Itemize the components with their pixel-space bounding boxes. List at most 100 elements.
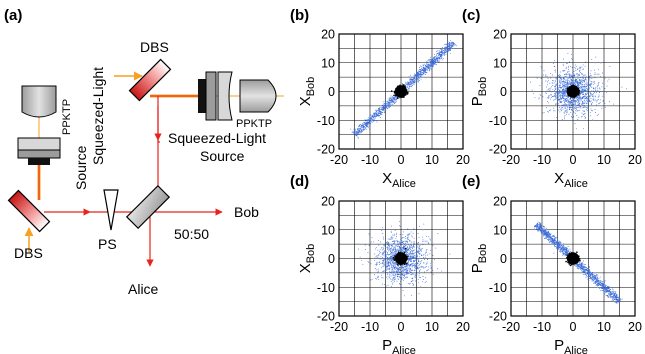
scatter-point <box>562 88 564 90</box>
scatter-point <box>564 92 566 94</box>
scatter-point <box>394 274 396 276</box>
scatter-point <box>374 253 376 255</box>
scatter-point <box>567 97 569 99</box>
scatter-point <box>404 247 405 249</box>
scatter-point <box>387 240 389 242</box>
y-tick-label: -10 <box>317 114 335 128</box>
scatter-point <box>530 81 532 83</box>
scatter-point <box>411 85 412 87</box>
scatter-point <box>569 82 571 84</box>
scatter-point <box>391 269 393 271</box>
source-left-curved-mirror <box>17 137 61 151</box>
scatter-point <box>397 244 399 246</box>
scatter-point <box>415 80 417 82</box>
scatter-point <box>353 132 355 134</box>
scatter-point <box>432 64 434 66</box>
scatter-point <box>410 268 412 270</box>
scatter-point <box>360 132 362 134</box>
scatter-point <box>394 230 396 232</box>
scatter-point <box>562 80 563 82</box>
scatter-point <box>555 84 557 86</box>
scatter-point <box>578 84 580 86</box>
scatter-point <box>369 122 371 123</box>
scatter-point <box>582 89 584 91</box>
scatter-point <box>375 109 377 111</box>
scatter-point <box>378 108 380 110</box>
scatter-point <box>595 73 597 75</box>
scatter-point <box>399 246 400 247</box>
scatter-point <box>563 100 565 102</box>
scatter-point <box>424 266 426 268</box>
scatter-point <box>398 240 400 242</box>
scatter-point <box>367 252 369 254</box>
scatter-point <box>435 58 437 60</box>
scatter-point <box>386 242 388 243</box>
core-point <box>394 85 408 98</box>
scatter-point <box>425 255 427 257</box>
scatter-point <box>356 132 358 134</box>
scatter-point <box>386 105 388 107</box>
scatter-point <box>408 84 410 86</box>
scatter-point <box>587 88 589 90</box>
scatter-point <box>554 87 556 89</box>
scatter-point <box>387 272 388 274</box>
scatter-point <box>418 293 420 295</box>
scatter-point <box>357 137 359 139</box>
core-point <box>566 85 580 98</box>
scatter-point <box>428 242 430 244</box>
scatter-point <box>358 132 360 134</box>
scatter-point <box>581 79 583 81</box>
scatter-point <box>583 91 585 93</box>
scatter-point <box>425 253 426 255</box>
scatter-point <box>419 270 420 272</box>
scatter-point <box>435 57 437 59</box>
source-right-label-1: Squeezed-Light <box>168 130 266 146</box>
scatter-point <box>373 114 375 116</box>
scatter-point <box>565 98 567 100</box>
scatter-point <box>370 118 372 120</box>
scatter-point <box>561 102 562 104</box>
scatter-point <box>433 56 435 58</box>
scatter-point <box>441 50 443 52</box>
scatter-point <box>430 266 432 268</box>
scatter-point <box>390 97 392 99</box>
scatter-point <box>385 266 387 268</box>
scatter-point <box>399 225 400 227</box>
scatter-point <box>395 239 397 241</box>
scatter-point <box>432 61 434 63</box>
scatter-point <box>565 90 567 92</box>
scatter-point <box>371 117 373 119</box>
scatter-point <box>394 271 396 273</box>
scatter-point <box>561 95 563 97</box>
scatter-point <box>412 280 414 282</box>
scatter-point <box>387 238 389 240</box>
scatter-point <box>420 66 422 68</box>
x-tick-label: 0 <box>570 153 577 167</box>
scatter-point <box>396 98 397 100</box>
scatter-point <box>584 87 586 89</box>
scatter-point <box>563 96 565 98</box>
scatter-point <box>565 87 567 89</box>
scatter-point <box>557 88 559 90</box>
scatter-point <box>571 76 573 78</box>
scatter-point <box>567 70 569 72</box>
scatter-point <box>436 64 438 66</box>
scatter-point <box>361 259 363 261</box>
scatter-point <box>563 78 565 80</box>
scatter-point <box>574 110 576 112</box>
scatter-point <box>404 245 405 247</box>
scatter-point <box>596 115 598 117</box>
scatter-point <box>395 264 397 266</box>
scatter-point <box>406 234 408 236</box>
scatter-point <box>360 128 362 130</box>
scatter-point <box>392 269 393 270</box>
scatter-point <box>402 269 404 271</box>
scatter-point <box>400 284 402 286</box>
scatter-point <box>407 267 409 269</box>
scatter-point <box>427 242 429 244</box>
scatter-point <box>397 271 398 273</box>
scatter-point <box>426 240 428 242</box>
scatter-point <box>385 250 387 252</box>
scatter-point <box>388 257 390 259</box>
scatter-point <box>445 43 446 45</box>
